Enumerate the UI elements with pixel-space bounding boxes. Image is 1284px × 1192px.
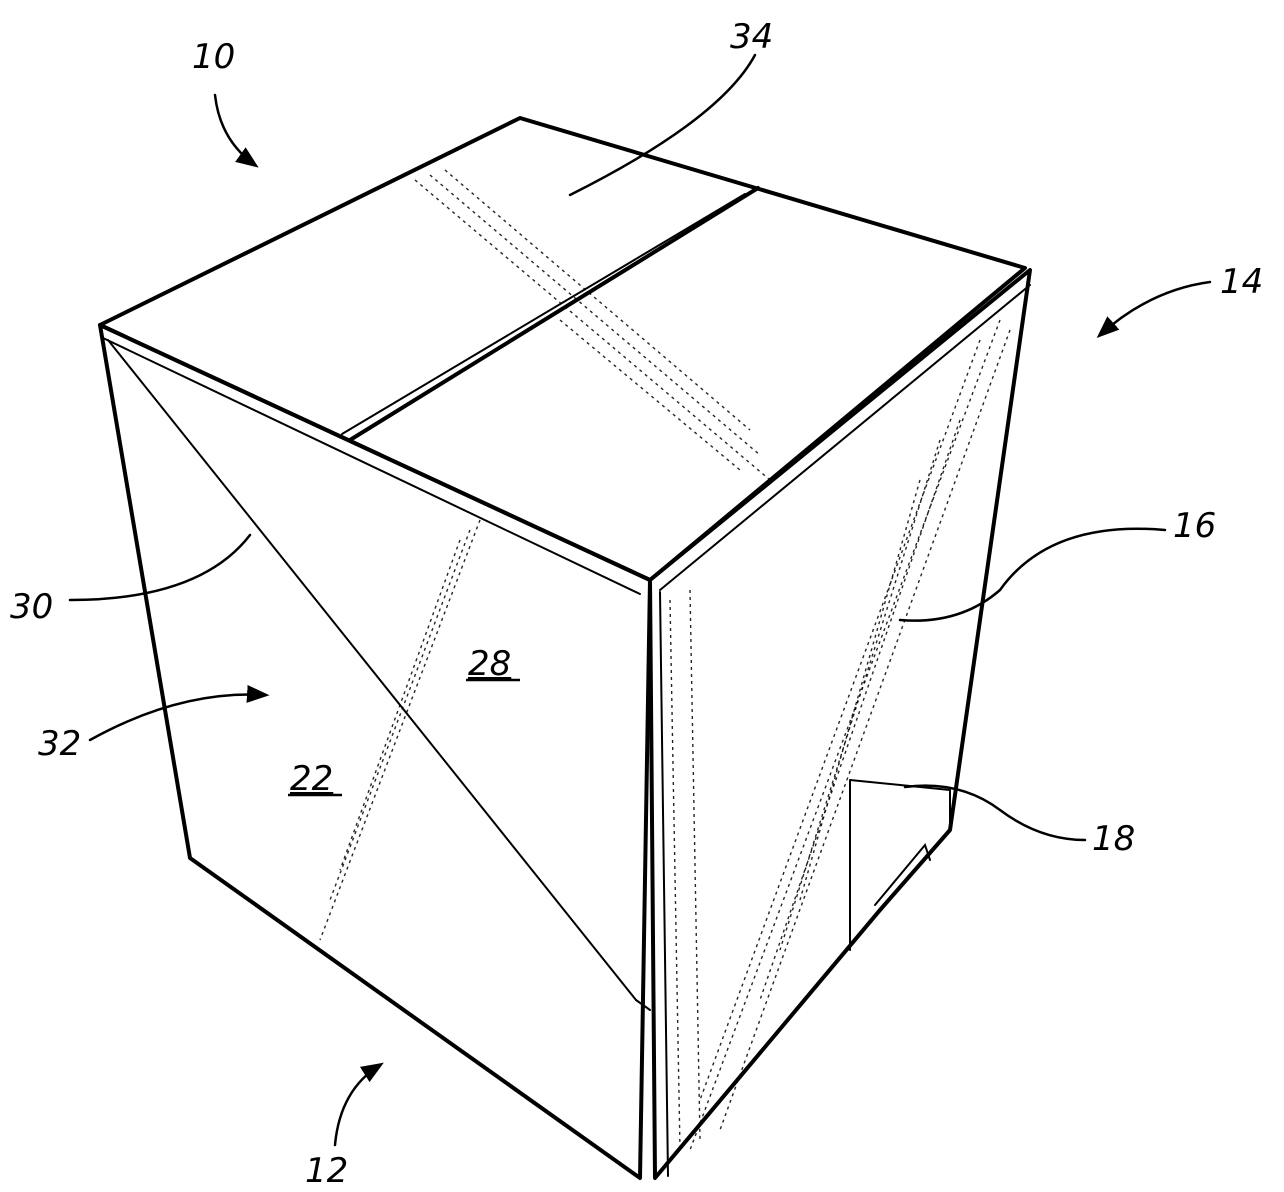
ref-label-16: 16	[1173, 506, 1216, 546]
ref-label-30: 30	[10, 587, 53, 627]
ref-label-32: 32	[38, 724, 81, 764]
ref-label-12: 12	[305, 1151, 348, 1191]
leader-32	[90, 695, 265, 740]
ref-label-14: 14	[1220, 262, 1263, 302]
top-hatching	[415, 170, 770, 480]
right-hatching	[670, 320, 1010, 1150]
right-side-face	[650, 270, 1030, 1178]
front-hatching	[320, 520, 480, 940]
box	[100, 118, 1030, 1178]
flap-tab	[875, 845, 930, 905]
leader-16	[900, 529, 1165, 621]
ref-label-22: 22	[290, 759, 333, 799]
top-flap-seam-inner	[342, 194, 745, 434]
leader-18	[905, 786, 1085, 840]
front-corner-edge	[660, 592, 668, 1176]
top-face	[100, 118, 1025, 580]
flap-panel-18	[850, 780, 950, 950]
leader-14	[1100, 282, 1210, 335]
top-edge-roll-left	[103, 338, 640, 594]
leader-12	[335, 1065, 380, 1145]
ref-label-18: 18	[1092, 819, 1135, 859]
top-edge-roll-right	[660, 285, 1030, 590]
front-left-face	[100, 325, 650, 1178]
ref-label-10: 10	[192, 37, 235, 77]
ref-label-34: 34	[730, 17, 773, 57]
reference-numerals: 10 34 14 16 18 30 32 28 22 12	[10, 17, 1263, 1191]
diagonal-fold-30	[108, 340, 636, 1000]
ref-label-28: 28	[468, 644, 511, 684]
leader-34	[570, 55, 755, 195]
leader-30	[70, 535, 250, 600]
leaders	[70, 55, 1210, 1145]
leader-10	[215, 95, 255, 165]
